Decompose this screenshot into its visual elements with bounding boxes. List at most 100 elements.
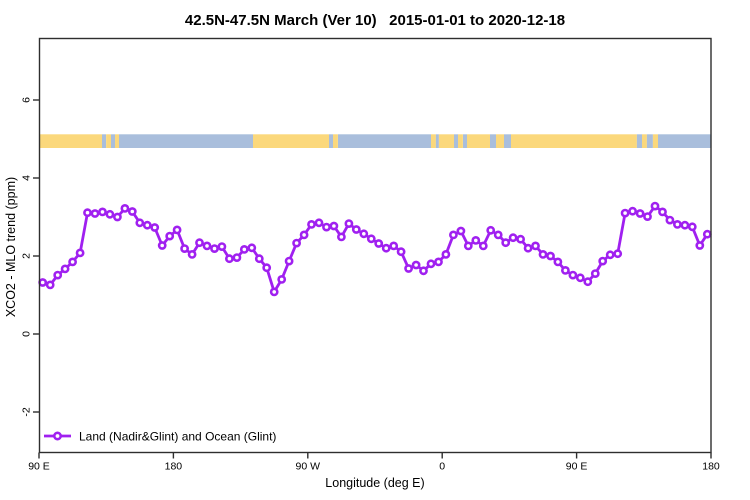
x-tick-label: 180 <box>165 461 183 473</box>
data-point <box>478 241 488 251</box>
surface-band-segment-land <box>106 134 111 148</box>
surface-band-segment-ocean <box>636 134 642 148</box>
data-point <box>590 269 600 278</box>
data-point <box>217 242 227 251</box>
data-point <box>75 248 85 258</box>
data-point <box>135 218 145 228</box>
data-point <box>53 270 63 280</box>
data-point <box>322 222 331 232</box>
x-tick-label: 180 <box>702 461 720 473</box>
data-point <box>98 207 107 217</box>
surface-band-segment-ocean <box>111 134 115 148</box>
data-point <box>224 254 234 264</box>
data-point <box>620 208 630 218</box>
data-point <box>516 234 525 244</box>
data-point <box>411 260 421 270</box>
surface-band-segment-ocean <box>454 134 458 148</box>
data-point <box>531 241 540 251</box>
surface-band-segment-land <box>467 134 490 148</box>
data-point <box>172 225 182 235</box>
surface-band-segment-ocean <box>338 134 431 148</box>
data-point <box>613 249 623 259</box>
data-point <box>247 243 257 253</box>
surface-band-segment-ocean <box>463 134 467 148</box>
legend-marker-icon <box>52 431 62 441</box>
data-point <box>553 257 563 267</box>
data-point <box>299 230 309 240</box>
data-point <box>195 238 204 248</box>
surface-band-segment-land <box>652 134 658 148</box>
data-point <box>396 247 406 257</box>
data-point <box>105 209 115 219</box>
data-point <box>277 274 287 284</box>
data-point <box>486 225 496 235</box>
x-tick-label: 90 W <box>296 461 321 473</box>
data-point <box>83 208 92 218</box>
x-axis-title: Longitude (deg E) <box>325 476 424 490</box>
data-point <box>523 243 533 253</box>
y-tick-label: 2 <box>21 253 33 259</box>
data-point <box>269 287 279 297</box>
y-tick-label: 0 <box>21 331 33 337</box>
data-point <box>374 239 384 248</box>
data-point <box>635 209 645 218</box>
x-tick-label: 90 E <box>566 461 588 473</box>
surface-band-segment-land <box>642 134 647 148</box>
data-point <box>419 266 428 276</box>
data-point <box>157 241 167 250</box>
data-point <box>142 220 152 230</box>
data-point <box>120 203 130 213</box>
surface-band-segment-land <box>438 134 454 148</box>
surface-band-segment-land <box>39 134 102 148</box>
y-tick-label: 6 <box>21 97 33 103</box>
data-point <box>702 229 712 239</box>
data-point <box>501 238 511 248</box>
data-point <box>113 212 122 222</box>
y-tick-label: -2 <box>21 407 33 416</box>
data-point <box>404 264 413 273</box>
data-point <box>650 201 660 211</box>
data-point <box>508 233 518 243</box>
data-point <box>456 226 466 236</box>
data-point <box>687 222 697 232</box>
data-point <box>232 253 242 262</box>
x-tick-label: 90 E <box>28 461 50 473</box>
data-line <box>41 204 709 294</box>
legend: Land (Nadir&Glint) and Ocean (Glint) <box>44 430 276 444</box>
data-point <box>38 278 48 287</box>
surface-band-segment-ocean <box>490 134 496 148</box>
surface-band-segment-ocean <box>435 134 439 148</box>
data-point <box>471 235 481 245</box>
data-point <box>127 207 137 216</box>
data-point <box>561 265 570 275</box>
data-point <box>426 259 436 269</box>
data-point <box>598 256 608 266</box>
data-point <box>434 257 443 267</box>
data-point <box>314 218 324 228</box>
data-point <box>448 230 458 240</box>
surface-band-segment-ocean <box>119 134 253 148</box>
y-axis-title: XCO2 - MLO trend (ppm) <box>4 177 18 317</box>
data-point <box>389 241 399 251</box>
legend-label: Land (Nadir&Glint) and Ocean (Glint) <box>79 430 276 444</box>
surface-band-segment-ocean <box>329 134 333 148</box>
data-point <box>381 243 391 253</box>
surface-band-segment-ocean <box>658 134 711 148</box>
surface-band-segment-land <box>458 134 463 148</box>
data-point <box>239 244 249 254</box>
surface-band-segment-land <box>115 134 119 148</box>
plot-frame <box>38 37 712 454</box>
data-point <box>628 206 637 216</box>
data-point <box>583 277 593 287</box>
data-point <box>45 280 55 290</box>
data-point <box>344 219 354 228</box>
data-point <box>68 257 77 267</box>
data-point <box>165 231 175 241</box>
data-point <box>658 207 667 217</box>
data-point <box>254 254 264 264</box>
data-point <box>673 219 682 229</box>
surface-band-segment-land <box>431 134 436 148</box>
data-point <box>359 229 369 239</box>
data-point <box>493 230 503 240</box>
